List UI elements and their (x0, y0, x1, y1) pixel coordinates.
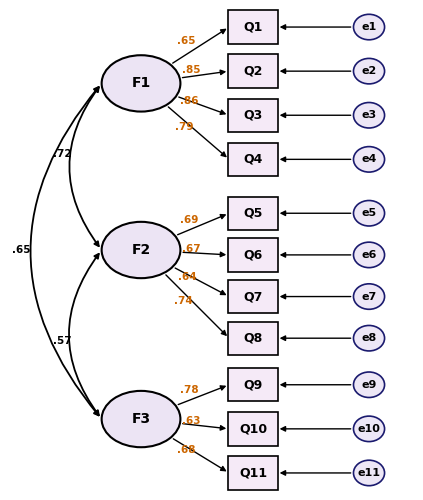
Ellipse shape (354, 326, 385, 351)
FancyBboxPatch shape (228, 238, 278, 272)
FancyArrowPatch shape (69, 87, 99, 246)
Text: .65: .65 (177, 36, 195, 46)
Text: Q5: Q5 (243, 207, 263, 220)
Text: .65: .65 (11, 245, 30, 255)
FancyBboxPatch shape (228, 280, 278, 313)
Text: e6: e6 (361, 250, 377, 260)
Text: .68: .68 (177, 445, 196, 455)
Text: e10: e10 (357, 424, 380, 434)
Text: Q6: Q6 (243, 248, 263, 262)
Ellipse shape (102, 55, 180, 112)
Text: Q7: Q7 (243, 290, 263, 303)
Text: F1: F1 (132, 76, 151, 90)
Text: e1: e1 (361, 22, 376, 32)
Ellipse shape (102, 391, 180, 447)
Ellipse shape (354, 200, 385, 226)
Text: .67: .67 (182, 244, 201, 254)
Ellipse shape (354, 58, 385, 84)
Text: .72: .72 (53, 150, 71, 160)
Text: e5: e5 (362, 208, 376, 218)
FancyBboxPatch shape (228, 412, 278, 446)
Text: e3: e3 (362, 110, 376, 120)
Text: .69: .69 (179, 214, 198, 224)
Text: Q1: Q1 (243, 20, 263, 34)
Text: e2: e2 (361, 66, 376, 76)
FancyArrowPatch shape (30, 87, 99, 416)
FancyBboxPatch shape (228, 322, 278, 355)
Text: e11: e11 (357, 468, 381, 478)
FancyBboxPatch shape (228, 54, 278, 88)
FancyBboxPatch shape (228, 10, 278, 43)
FancyBboxPatch shape (228, 196, 278, 230)
Text: .78: .78 (180, 385, 198, 395)
FancyBboxPatch shape (228, 456, 278, 490)
Text: .57: .57 (53, 336, 71, 345)
Ellipse shape (354, 14, 385, 40)
FancyArrowPatch shape (69, 254, 99, 415)
Text: .64: .64 (178, 272, 197, 281)
Text: F2: F2 (132, 243, 151, 257)
FancyBboxPatch shape (228, 368, 278, 402)
Text: Q11: Q11 (239, 466, 267, 479)
Text: e9: e9 (361, 380, 377, 390)
Text: e4: e4 (361, 154, 377, 164)
Text: Q3: Q3 (243, 109, 263, 122)
FancyBboxPatch shape (228, 98, 278, 132)
Text: .85: .85 (182, 64, 200, 74)
Text: Q8: Q8 (243, 332, 263, 344)
Text: e7: e7 (361, 292, 376, 302)
Text: e8: e8 (361, 333, 376, 343)
Ellipse shape (354, 284, 385, 310)
Ellipse shape (102, 222, 180, 278)
Ellipse shape (354, 146, 385, 172)
Text: Q10: Q10 (239, 422, 267, 436)
Ellipse shape (354, 102, 385, 128)
Text: Q4: Q4 (243, 153, 263, 166)
Text: .74: .74 (173, 296, 192, 306)
Ellipse shape (354, 242, 385, 268)
Text: .86: .86 (180, 96, 198, 106)
Ellipse shape (354, 416, 385, 442)
Text: F3: F3 (132, 412, 151, 426)
Text: .79: .79 (175, 122, 193, 132)
FancyBboxPatch shape (228, 142, 278, 176)
Text: Q2: Q2 (243, 64, 263, 78)
Ellipse shape (354, 460, 385, 485)
Text: Q9: Q9 (243, 378, 263, 391)
Ellipse shape (354, 372, 385, 398)
Text: .63: .63 (182, 416, 201, 426)
